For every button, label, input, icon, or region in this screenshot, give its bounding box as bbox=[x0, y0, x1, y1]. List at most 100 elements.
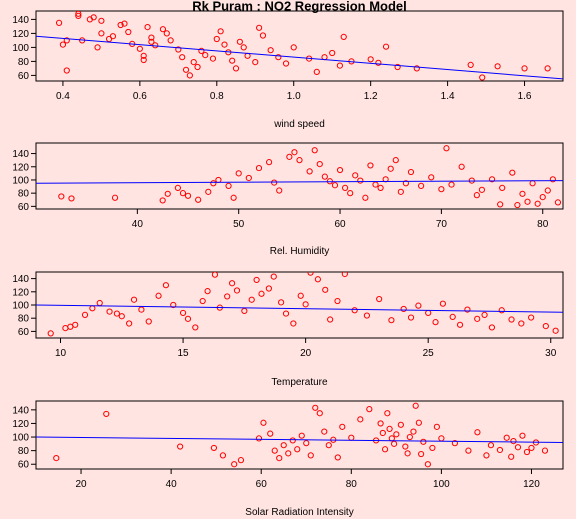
data-point bbox=[322, 286, 329, 293]
data-point bbox=[163, 30, 170, 37]
x-tick-label: 0.4 bbox=[56, 91, 70, 102]
data-point bbox=[265, 159, 273, 166]
data-point bbox=[113, 310, 120, 317]
data-point bbox=[521, 65, 528, 72]
data-point bbox=[321, 173, 328, 180]
data-point bbox=[94, 44, 101, 51]
data-point bbox=[377, 184, 384, 191]
data-point bbox=[148, 34, 155, 41]
data-point bbox=[425, 309, 432, 317]
data-point bbox=[407, 314, 415, 321]
data-point bbox=[458, 163, 465, 170]
data-point bbox=[47, 330, 54, 337]
panel-3: 10 15 20 25 30 60 80 100 120 140 Temperature bbox=[12, 271, 564, 388]
data-point bbox=[514, 201, 521, 209]
data-point bbox=[519, 190, 526, 197]
data-point bbox=[68, 195, 75, 202]
x-tick-label: 50 bbox=[233, 219, 245, 230]
data-point bbox=[528, 444, 535, 452]
data-point bbox=[325, 442, 332, 449]
data-point bbox=[503, 434, 510, 441]
data-point bbox=[367, 162, 374, 169]
data-point bbox=[336, 62, 343, 69]
data-point bbox=[451, 440, 458, 447]
data-point bbox=[312, 404, 319, 411]
data-point bbox=[327, 316, 334, 323]
data-point bbox=[394, 63, 401, 71]
data-point bbox=[290, 44, 297, 51]
data-point bbox=[138, 306, 145, 313]
data-point bbox=[474, 429, 481, 436]
data-point bbox=[75, 12, 82, 19]
data-point bbox=[544, 65, 551, 72]
data-point bbox=[177, 443, 184, 450]
y-tick-label: 140 bbox=[12, 15, 29, 26]
data-point bbox=[167, 37, 174, 44]
data-point bbox=[478, 186, 486, 193]
data-point bbox=[282, 60, 290, 67]
data-point bbox=[357, 177, 364, 184]
data-point bbox=[438, 186, 445, 193]
data-point bbox=[296, 157, 303, 164]
data-point bbox=[387, 165, 394, 172]
data-point bbox=[488, 176, 496, 183]
data-point bbox=[336, 166, 344, 174]
data-point bbox=[397, 188, 404, 195]
data-point bbox=[331, 182, 339, 189]
data-point bbox=[377, 420, 384, 427]
data-point bbox=[245, 174, 252, 182]
x-axis-label: wind speed bbox=[273, 119, 325, 130]
data-point bbox=[199, 297, 206, 305]
y-tick-label: 80 bbox=[18, 314, 30, 325]
data-point bbox=[53, 455, 60, 462]
x-tick-label: 10 bbox=[55, 348, 67, 359]
data-point bbox=[404, 450, 411, 457]
regression-line bbox=[36, 35, 563, 80]
data-point bbox=[554, 199, 562, 206]
data-point bbox=[217, 28, 224, 35]
data-point bbox=[432, 319, 439, 326]
data-point bbox=[508, 316, 515, 323]
data-point bbox=[388, 317, 395, 324]
data-point bbox=[175, 46, 182, 53]
data-point bbox=[90, 14, 97, 21]
data-layer bbox=[36, 11, 563, 81]
data-point bbox=[418, 450, 425, 458]
data-point bbox=[316, 161, 323, 168]
data-point bbox=[465, 447, 472, 454]
data-point bbox=[473, 192, 480, 199]
data-point bbox=[106, 308, 113, 315]
data-point bbox=[136, 45, 143, 52]
data-point bbox=[464, 306, 471, 313]
data-point bbox=[103, 410, 110, 418]
data-point bbox=[498, 307, 505, 314]
data-point bbox=[236, 38, 243, 45]
panel-2: 40 50 60 70 80 60 80 100 120 140 Rel. Humidity bbox=[12, 142, 564, 257]
data-point bbox=[341, 272, 348, 278]
data-point bbox=[225, 182, 232, 189]
data-point bbox=[276, 455, 283, 462]
y-tick-label: 120 bbox=[12, 287, 29, 298]
data-point bbox=[280, 442, 287, 449]
data-point bbox=[306, 168, 313, 175]
x-tick-label: 15 bbox=[178, 348, 190, 359]
data-point bbox=[390, 440, 398, 447]
data-point bbox=[228, 280, 236, 287]
data-point bbox=[179, 309, 187, 317]
data-point bbox=[59, 41, 67, 48]
y-tick-label: 60 bbox=[18, 202, 30, 213]
x-tick-label: 20 bbox=[75, 479, 87, 490]
x-tick-label: 80 bbox=[537, 219, 549, 230]
data-point bbox=[372, 181, 379, 188]
data-point bbox=[334, 454, 341, 461]
data-point bbox=[62, 325, 69, 332]
y-tick-label: 60 bbox=[18, 460, 30, 471]
data-point bbox=[528, 314, 535, 321]
data-point bbox=[192, 324, 199, 331]
x-tick-label: 60 bbox=[256, 479, 268, 490]
data-point bbox=[231, 461, 238, 468]
data-point bbox=[514, 444, 522, 451]
data-point bbox=[210, 444, 218, 452]
data-point bbox=[386, 425, 393, 432]
